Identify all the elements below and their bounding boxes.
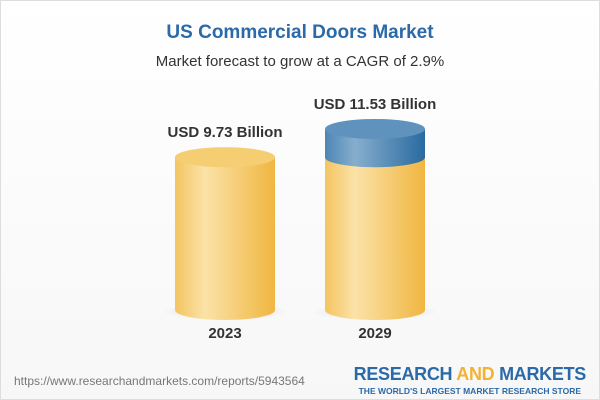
data-label: USD 9.73 Billion <box>167 124 282 141</box>
cylinder-body-base <box>175 157 275 320</box>
cylinder-top <box>325 118 425 139</box>
category-label: 2023 <box>208 325 241 342</box>
data-label: USD 11.53 Billion <box>314 96 437 113</box>
report-url[interactable]: https://www.researchandmarkets.com/repor… <box>14 374 305 388</box>
chart-title: US Commercial Doors Market <box>166 22 434 43</box>
category-label: 2029 <box>358 325 391 342</box>
research-and-markets-logo: RESEARCH AND MARKETS THE WORLD'S LARGEST… <box>353 364 587 396</box>
cylinder-top <box>175 147 275 168</box>
cylinder-body-growth <box>325 128 425 168</box>
chart-subtitle: Market forecast to grow at a CAGR of 2.9… <box>155 53 445 70</box>
logo-tagline: THE WORLD'S LARGEST MARKET RESEARCH STOR… <box>358 386 582 396</box>
cylinder-body-base <box>325 157 425 320</box>
